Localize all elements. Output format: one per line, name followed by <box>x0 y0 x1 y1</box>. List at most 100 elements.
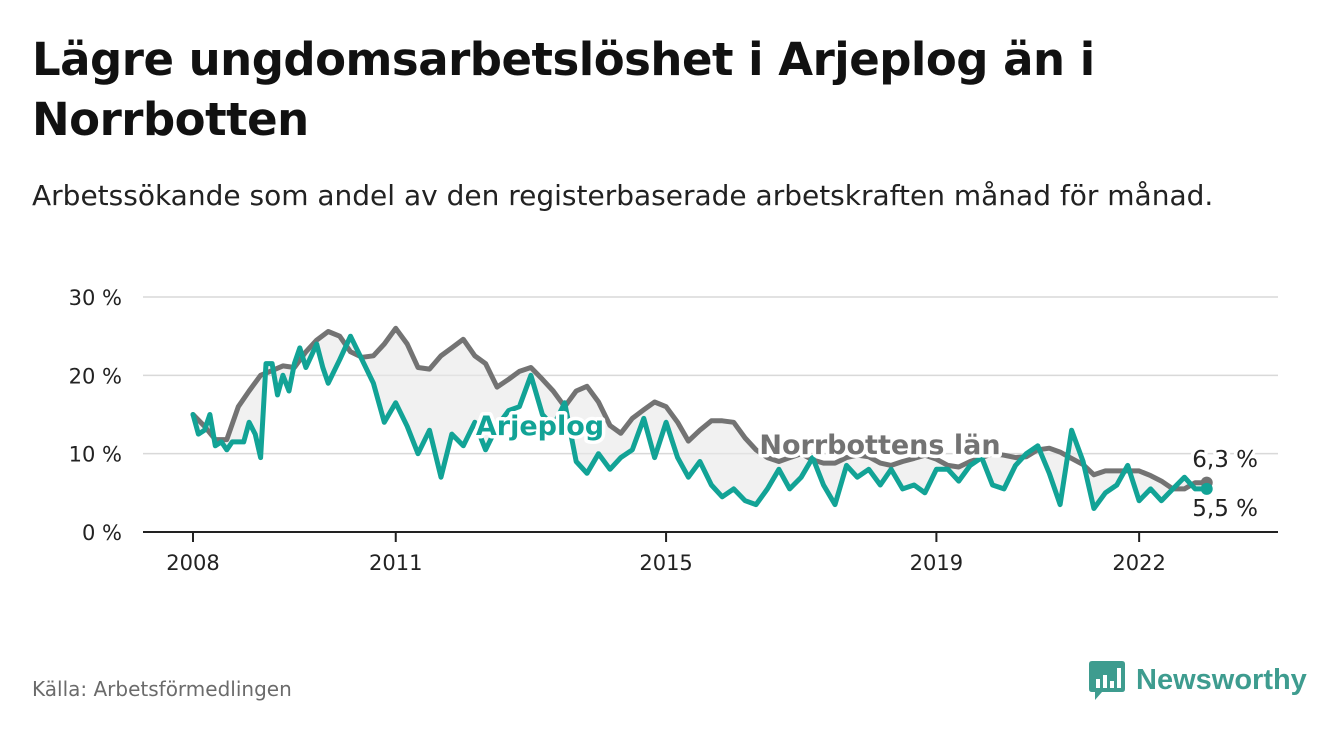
norrbotten-point <box>449 345 454 350</box>
norrbotten-point <box>731 420 736 425</box>
arjeplog-point <box>618 455 623 460</box>
norrbotten-point <box>664 404 669 409</box>
arjeplog-point <box>1091 506 1096 511</box>
norrbotten-point <box>1137 468 1142 473</box>
y-tick-label: 30 % <box>69 286 122 310</box>
norrbotten-point <box>348 349 353 354</box>
chart-title: Lägre ungdomsarbetslöshet i Arjeplog än … <box>32 33 1095 146</box>
y-tick-label: 0 % <box>82 521 122 545</box>
series-labels: Arjeplog Norrbottens län 6,3 % 5,5 % <box>472 408 1261 526</box>
x-tick-label: 2008 <box>166 551 219 575</box>
arjeplog-point <box>697 459 702 464</box>
arjeplog-point <box>753 502 758 507</box>
norrbotten-point <box>652 399 657 404</box>
norrbotten-point <box>393 326 398 331</box>
arjeplog-point <box>720 494 725 499</box>
arjeplog-point <box>1148 486 1153 491</box>
norrbotten-point <box>1114 468 1119 473</box>
norrbotten-point <box>213 437 218 442</box>
difference-area <box>193 328 1207 509</box>
newsworthy-logo[interactable]: Newsworthy <box>1088 658 1307 702</box>
arjeplog-point <box>320 365 325 370</box>
arjeplog-point <box>348 334 353 339</box>
norrbotten-point <box>461 337 466 342</box>
arjeplog-point <box>253 432 258 437</box>
arjeplog-point <box>799 475 804 480</box>
arjeplog-end-value: 5,5 % <box>1192 496 1258 522</box>
norrbotten-point <box>1058 450 1063 455</box>
arjeplog-point <box>449 432 454 437</box>
arjeplog-point <box>596 451 601 456</box>
norrbotten-point <box>675 420 680 425</box>
gridlines: 0 % 10 % 20 % 30 % <box>69 286 1278 545</box>
norrbotten-point <box>416 365 421 370</box>
norrbotten-point <box>1148 473 1153 478</box>
arjeplog-point <box>224 447 229 452</box>
norrbotten-point <box>743 436 748 441</box>
source-note: Källa: Arbetsförmedlingen <box>32 677 292 701</box>
arjeplog-point <box>833 502 838 507</box>
norrbotten-point <box>224 437 229 442</box>
arjeplog-point <box>956 479 961 484</box>
arjeplog-point <box>743 498 748 503</box>
series-lines <box>190 325 1213 511</box>
norrbotten-point <box>280 363 285 368</box>
norrbotten-point <box>686 439 691 444</box>
arjeplog-point <box>326 381 331 386</box>
arjeplog-point <box>292 361 297 366</box>
arjeplog-point <box>675 455 680 460</box>
norrbotten-point <box>720 418 725 423</box>
arjeplog-point <box>191 412 196 417</box>
arjeplog-point <box>878 483 883 488</box>
arjeplog-point <box>314 342 319 347</box>
norrbotten-point <box>517 369 522 374</box>
arjeplog-point <box>207 412 212 417</box>
norrbotten-point <box>1159 479 1164 484</box>
chart-subtitle: Arbetssökande som andel av den registerb… <box>32 179 1214 212</box>
norrbotten-point <box>833 461 838 466</box>
norrbotten-point <box>1091 472 1096 477</box>
arjeplog-point <box>1035 443 1040 448</box>
norrbotten-point <box>236 404 241 409</box>
brand-name: Newsworthy <box>1136 663 1307 696</box>
arjeplog-point <box>1081 459 1086 464</box>
arjeplog-point <box>844 463 849 468</box>
norrbotten-point <box>1103 468 1108 473</box>
arjeplog-point <box>236 439 241 444</box>
arjeplog-point <box>1103 490 1108 495</box>
arjeplog-point <box>309 353 314 358</box>
arjeplog-point <box>641 416 646 421</box>
norrbotten-point <box>495 385 500 390</box>
norrbotten-point <box>618 431 623 436</box>
norrbotten-point <box>371 353 376 358</box>
norrbotten-point <box>585 384 590 389</box>
arjeplog-point <box>1069 428 1074 433</box>
arjeplog-point <box>382 420 387 425</box>
arjeplog-point <box>275 392 280 397</box>
y-tick-label: 10 % <box>69 443 122 467</box>
arjeplog-point <box>889 467 894 472</box>
arjeplog-point <box>297 345 302 350</box>
arjeplog-point <box>776 467 781 472</box>
norrbotten-point <box>472 353 477 358</box>
x-tick-label: 2011 <box>369 551 422 575</box>
arjeplog-point <box>196 432 201 437</box>
arjeplog-end-dot <box>1200 482 1213 495</box>
arjeplog-point <box>439 475 444 480</box>
norrbotten-point <box>528 365 533 370</box>
norrbotten-point <box>382 342 387 347</box>
arjeplog-point <box>686 475 691 480</box>
y-tick-label: 20 % <box>69 364 122 388</box>
x-axis: 2008 2011 2015 2019 2022 <box>143 531 1278 575</box>
arjeplog-point <box>230 439 235 444</box>
arjeplog-point <box>922 490 927 495</box>
arjeplog-point <box>765 486 770 491</box>
x-tick-label: 2022 <box>1112 551 1165 575</box>
arjeplog-point <box>900 486 905 491</box>
arjeplog-point <box>1182 475 1187 480</box>
arjeplog-point <box>483 447 488 452</box>
arjeplog-line <box>190 333 1210 511</box>
arjeplog-point <box>990 483 995 488</box>
norrbotten-point <box>709 418 714 423</box>
norrbotten-point <box>270 368 275 373</box>
